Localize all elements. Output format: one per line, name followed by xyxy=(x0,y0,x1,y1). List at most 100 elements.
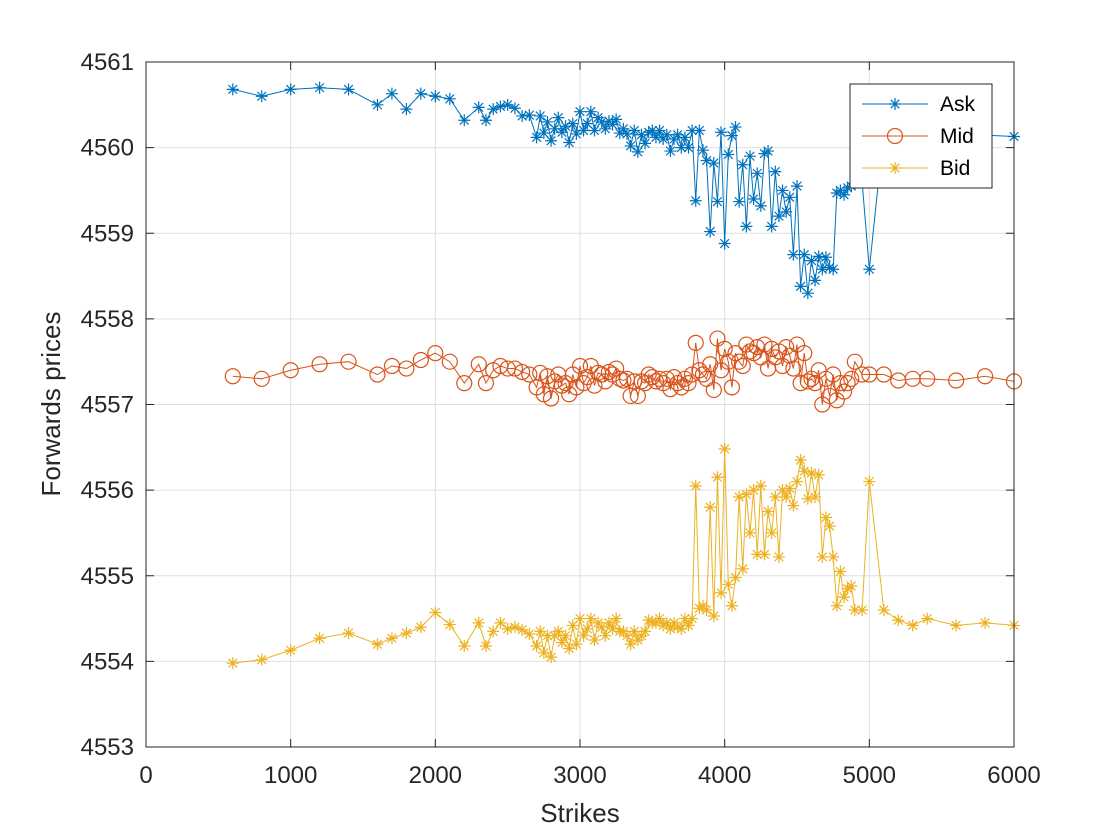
data-point-bid xyxy=(400,627,413,640)
data-point-bid xyxy=(711,471,724,484)
data-point-bid xyxy=(783,482,796,495)
data-point-ask xyxy=(487,103,500,116)
data-point-mid xyxy=(311,356,328,373)
y-tick-label: 4554 xyxy=(81,648,134,675)
data-point-ask xyxy=(646,124,659,137)
data-point-ask xyxy=(740,220,753,233)
data-point-bid xyxy=(313,632,326,645)
data-point-bid xyxy=(758,548,771,561)
data-point-ask xyxy=(371,98,384,111)
y-tick-label: 4553 xyxy=(81,734,134,761)
data-point-bid xyxy=(733,490,746,503)
data-point-bid xyxy=(725,599,738,612)
data-point-ask xyxy=(787,248,800,261)
y-tick-label: 4560 xyxy=(81,135,134,162)
data-point-mid xyxy=(843,370,860,387)
data-point-ask xyxy=(545,134,558,147)
data-point-bid xyxy=(624,638,637,651)
data-point-bid xyxy=(385,632,398,645)
data-point-bid xyxy=(823,520,836,533)
data-point-bid xyxy=(798,465,811,478)
data-point-ask xyxy=(508,102,521,115)
data-point-bid xyxy=(780,490,793,503)
data-point-ask xyxy=(830,187,843,200)
data-point-ask xyxy=(595,115,608,128)
data-point-bid xyxy=(577,629,590,642)
data-point-ask xyxy=(863,263,876,276)
data-point-ask xyxy=(284,83,297,96)
data-point-mid xyxy=(340,353,357,370)
data-point-bid xyxy=(740,488,753,501)
data-point-bid xyxy=(545,651,558,664)
x-tick-label: 2000 xyxy=(409,762,462,789)
data-point-bid xyxy=(371,638,384,651)
data-point-mid xyxy=(832,374,849,392)
data-point-bid xyxy=(675,622,688,635)
data-point-mid xyxy=(731,353,748,370)
data-point-bid xyxy=(566,619,579,632)
legend-marker-bid xyxy=(889,162,901,174)
data-point-bid xyxy=(801,492,814,505)
data-point-bid xyxy=(414,621,427,634)
data-point-bid xyxy=(812,468,825,481)
x-axis-ticks: 0 1000 2000 3000 4000 5000 6000 xyxy=(139,62,1041,789)
data-point-ask xyxy=(479,114,492,127)
data-point-bid xyxy=(816,550,829,563)
data-point-bid xyxy=(599,629,612,642)
x-tick-label: 3000 xyxy=(553,762,606,789)
data-point-ask xyxy=(765,220,778,233)
data-point-ask xyxy=(639,137,652,150)
data-point-bid xyxy=(693,602,706,615)
data-point-ask xyxy=(707,157,720,170)
data-point-mid xyxy=(702,356,719,373)
data-point-ask xyxy=(711,195,724,208)
series-mid xyxy=(224,330,1023,413)
data-point-bid xyxy=(628,625,641,638)
data-point-bid xyxy=(906,619,919,632)
data-point-mid xyxy=(412,351,429,369)
data-point-mid xyxy=(427,345,444,362)
data-point-mid xyxy=(839,374,856,392)
data-point-ask xyxy=(472,101,485,114)
data-point-ask xyxy=(501,98,514,111)
data-point-bid xyxy=(226,657,239,670)
data-point-mid xyxy=(441,353,458,370)
data-point-bid xyxy=(255,653,268,666)
data-point-bid xyxy=(877,604,890,616)
legend-entry-mid: Mid xyxy=(862,125,974,148)
data-point-bid xyxy=(838,591,851,604)
data-point-bid xyxy=(494,616,507,629)
data-point-mid xyxy=(875,366,892,383)
data-point-ask xyxy=(642,126,655,139)
data-point-mid xyxy=(734,357,751,375)
data-point-ask xyxy=(313,81,326,94)
data-point-bid xyxy=(342,627,355,640)
legend-label-bid: Bid xyxy=(940,157,970,180)
data-point-mid xyxy=(542,390,560,407)
data-point-bid xyxy=(794,454,807,467)
data-point-ask xyxy=(675,141,688,154)
data-point-ask xyxy=(809,274,822,287)
data-point-mid xyxy=(853,366,871,383)
data-point-bid xyxy=(671,621,684,634)
data-point-bid xyxy=(718,443,731,456)
data-point-mid xyxy=(521,366,538,383)
data-point-mid xyxy=(680,374,697,392)
legend-entry-ask: Ask xyxy=(862,93,976,116)
data-point-ask xyxy=(530,131,543,144)
y-tick-label: 4555 xyxy=(81,563,134,590)
data-point-ask xyxy=(541,115,554,128)
data-point-bid xyxy=(588,633,601,646)
data-point-ask xyxy=(342,83,355,96)
data-point-mid xyxy=(919,370,936,387)
data-point-bid xyxy=(555,636,568,649)
y-tick-label: 4557 xyxy=(81,392,134,419)
data-point-bid xyxy=(443,618,456,631)
data-point-mid xyxy=(799,373,816,390)
y-tick-label: 4556 xyxy=(81,477,134,504)
data-point-mid xyxy=(846,353,863,370)
data-point-bid xyxy=(678,612,691,625)
data-point-ask xyxy=(783,191,796,204)
data-point-mid xyxy=(456,374,473,392)
x-tick-label: 6000 xyxy=(987,762,1040,789)
